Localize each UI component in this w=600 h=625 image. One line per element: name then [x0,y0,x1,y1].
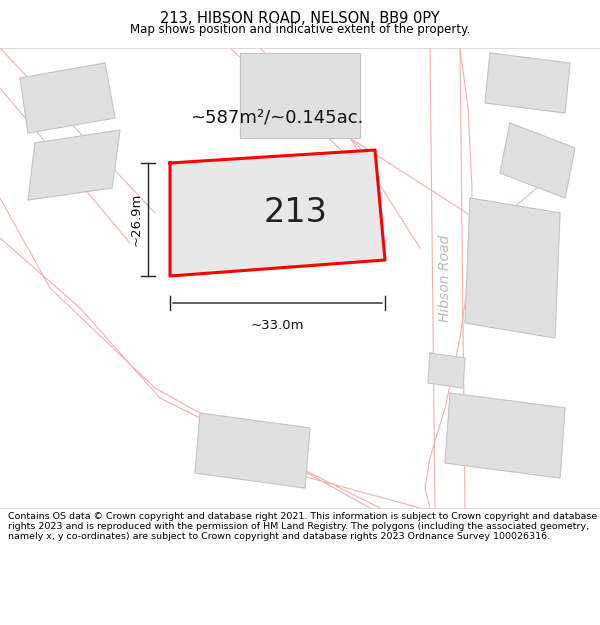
Text: 213, HIBSON ROAD, NELSON, BB9 0PY: 213, HIBSON ROAD, NELSON, BB9 0PY [160,11,440,26]
Polygon shape [485,53,570,113]
Polygon shape [195,413,310,488]
Polygon shape [500,123,575,198]
Polygon shape [28,130,120,200]
Text: Map shows position and indicative extent of the property.: Map shows position and indicative extent… [130,23,470,36]
Text: ~587m²/~0.145ac.: ~587m²/~0.145ac. [190,109,364,127]
Text: 213: 213 [263,196,327,229]
Polygon shape [170,150,385,276]
Text: ~33.0m: ~33.0m [251,319,304,332]
Polygon shape [465,198,560,338]
Polygon shape [240,53,360,138]
Text: Hibson Road: Hibson Road [438,234,452,322]
Polygon shape [428,353,465,388]
Polygon shape [445,393,565,478]
Polygon shape [20,63,115,133]
Text: Contains OS data © Crown copyright and database right 2021. This information is : Contains OS data © Crown copyright and d… [8,511,597,541]
Text: ~26.9m: ~26.9m [130,192,143,246]
